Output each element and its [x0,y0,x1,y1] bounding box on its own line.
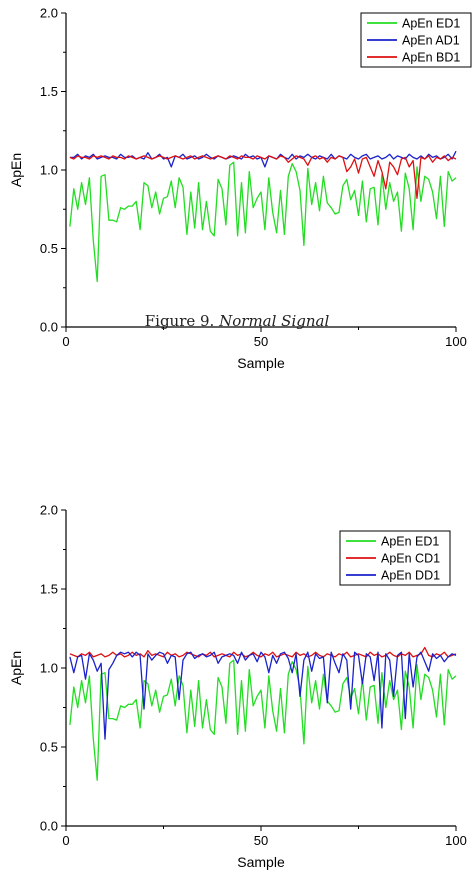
figure-caption: Figure 9. Normal Signal [0,312,474,330]
y-axis-title: ApEn [8,651,24,685]
x-axis-title: Sample [237,355,285,371]
series-line-2 [69,651,457,740]
y-tick-label-4: 2.0 [40,6,58,21]
y-tick-label-2: 1.0 [40,661,58,676]
series-line-0 [69,161,457,283]
legend-label-0: ApEn ED1 [402,17,460,31]
legend-label-1: ApEn CD1 [381,552,440,566]
x-tick-label-2: 100 [445,334,467,349]
x-axis-title: Sample [237,854,285,870]
x-tick-label-0: 0 [62,334,69,349]
legend: ApEn ED1 ApEn CD1 ApEn DD1 [339,530,451,586]
series-line-0 [69,659,457,781]
y-tick-label-4: 2.0 [40,503,58,518]
y-tick-label-3: 1.5 [40,84,58,99]
legend-label-1: ApEn AD1 [402,34,460,48]
series-line-2 [69,155,457,199]
x-tick-label-0: 0 [62,833,69,848]
legend-label-2: ApEn DD1 [381,569,440,583]
x-tick-label-2: 100 [445,833,467,848]
legend-label-2: ApEn BD1 [402,51,460,65]
x-tick-label-1: 50 [254,833,268,848]
x-tick-label-1: 50 [254,334,268,349]
y-tick-label-0: 0.0 [40,819,58,834]
y-tick-label-3: 1.5 [40,582,58,597]
legend: ApEn ED1 ApEn AD1 ApEn BD1 [360,12,472,68]
caption-title: Normal Signal [219,312,330,330]
y-tick-label-2: 1.0 [40,163,58,178]
y-tick-label-0: 0.0 [40,320,58,335]
y-tick-label-1: 0.5 [40,740,58,755]
y-tick-label-1: 0.5 [40,241,58,256]
y-axis-title: ApEn [8,153,24,187]
series-line-1 [69,150,457,168]
legend-label-0: ApEn ED1 [381,535,439,549]
caption-label: Figure 9. [144,312,215,330]
